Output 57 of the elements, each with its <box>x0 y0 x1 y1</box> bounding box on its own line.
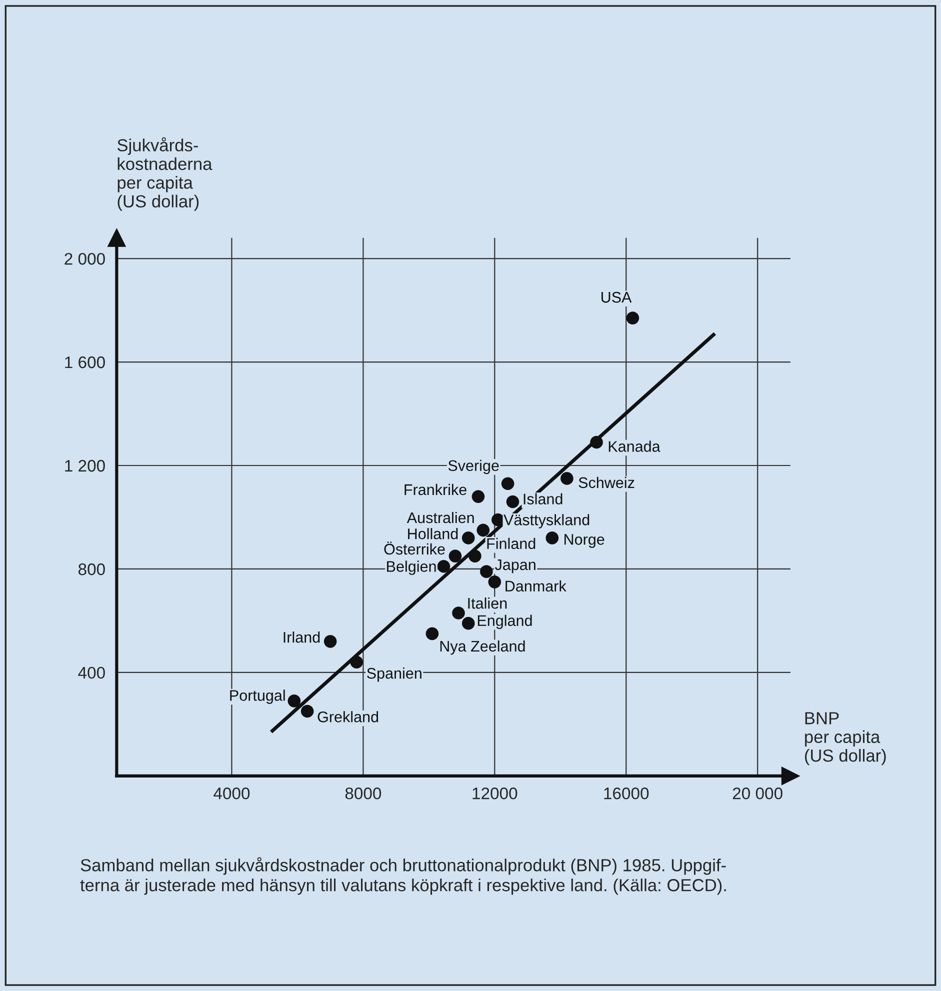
point <box>468 550 482 562</box>
data-label: Schweiz <box>578 476 634 488</box>
data-label: Island <box>524 493 562 504</box>
point <box>452 606 465 620</box>
point <box>300 704 314 718</box>
data-label: Australien <box>406 512 474 524</box>
data-label: Sverige <box>448 460 499 474</box>
data-label: Finland <box>487 538 536 550</box>
x-tick-label: 8000 <box>345 788 382 800</box>
x-tick-label: 16000 <box>604 788 649 800</box>
data-label: Västtyskland <box>504 514 590 528</box>
data-label: Kanada <box>608 440 660 452</box>
point <box>560 472 574 485</box>
data-label: England <box>478 614 532 630</box>
data-label: Österrike <box>384 542 445 555</box>
y-tick-label: 2 000 <box>64 252 105 265</box>
point <box>488 576 502 588</box>
data-label: Portugal <box>230 690 285 704</box>
point <box>448 550 462 562</box>
x-tick-label: 20 000 <box>732 788 782 800</box>
point <box>324 635 337 648</box>
data-label: USA <box>601 292 632 303</box>
data-label: Grekland <box>318 711 378 722</box>
data-label: Belgien <box>387 560 436 575</box>
point <box>626 312 640 324</box>
point <box>476 524 490 537</box>
y-axis-title: Sjukvårds- kostnaderna per capita (US dollar) <box>117 137 212 211</box>
point <box>472 490 485 503</box>
point <box>426 627 439 640</box>
point <box>501 477 514 490</box>
data-label: Norge <box>564 534 604 548</box>
point <box>462 616 475 630</box>
data-label: Nya Zeeland <box>440 640 525 655</box>
data-label: Danmark <box>506 580 566 592</box>
point <box>437 560 450 573</box>
data-label: Italien <box>468 598 507 609</box>
data-label: Japan <box>495 559 536 574</box>
y-tick-label: 1 600 <box>65 356 105 368</box>
data-label: Holland <box>408 528 458 540</box>
point <box>480 565 493 578</box>
point <box>288 694 301 708</box>
data-label: Spanien <box>367 668 422 682</box>
y-tick-label: 400 <box>78 666 105 679</box>
point <box>506 495 520 508</box>
x-tick-label: 12000 <box>472 788 518 800</box>
y-tick-label: 800 <box>78 563 105 576</box>
x-axis-title: BNP per capita (US dollar) <box>804 712 886 766</box>
x-tick-label: 4000 <box>214 788 250 800</box>
data-label: Irland <box>284 632 320 643</box>
text: Samband mellan sjukvårdskostnader och bruttonationalprodukt (BNP) 1985. Uppgif- terna är justerade med hänsyn till valutans köpkraft i respektive land. (Källa: OECD). <box>80 857 726 895</box>
y-tick-label: 1 200 <box>65 460 105 472</box>
point <box>590 436 603 449</box>
point <box>492 513 504 526</box>
point <box>462 532 475 544</box>
data-label: Frankrike <box>404 484 466 496</box>
point <box>350 656 364 669</box>
point <box>546 532 559 544</box>
